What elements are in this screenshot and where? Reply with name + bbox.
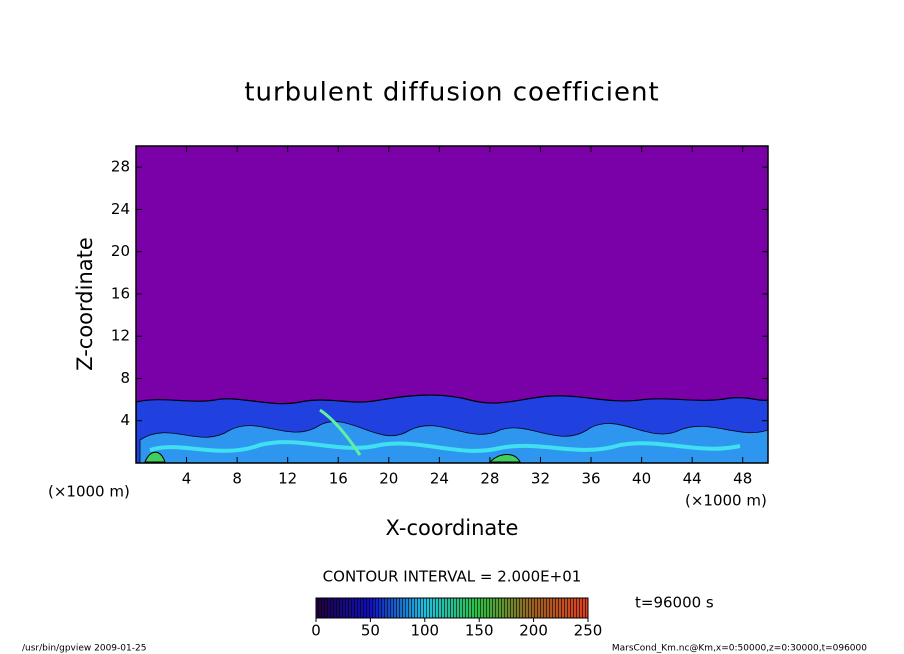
x-tick-label: 4: [182, 470, 192, 488]
x-tick-label: 24: [430, 470, 449, 488]
eddy-streak: [319, 408, 362, 456]
colorbar-tick-label: 250: [574, 622, 603, 640]
colorbar-tick-label: 150: [465, 622, 494, 640]
y-tick-label: 24: [111, 200, 130, 218]
eddy-streak: [149, 440, 741, 453]
y-tick-label: 20: [111, 242, 130, 260]
footer-right: MarsCond_Km.nc@Km,x=0:50000,z=0:30000,t=…: [612, 644, 867, 654]
x-tick-label: 48: [733, 470, 752, 488]
y-unit: (×1000 m): [48, 483, 130, 501]
chart-title: turbulent diffusion coefficient: [244, 78, 659, 108]
x-axis-label: X-coordinate: [386, 516, 519, 540]
colorbar-tick-label: 0: [311, 622, 321, 640]
x-tick-label: 40: [632, 470, 651, 488]
x-tick-label: 12: [278, 470, 297, 488]
x-tick-label: 32: [531, 470, 550, 488]
x-tick-label: 16: [329, 470, 348, 488]
y-tick-label: 16: [111, 284, 130, 302]
x-tick-label: 8: [232, 470, 242, 488]
y-axis-label: Z-coordinate: [73, 237, 97, 371]
colorbar-tick-label: 200: [519, 622, 548, 640]
x-tick-label: 20: [379, 470, 398, 488]
x-tick-label: 44: [683, 470, 702, 488]
eddy-blob: [144, 451, 521, 463]
x-tick-label: 28: [480, 470, 499, 488]
turbulent-core: [139, 421, 768, 463]
colorbar-tick-label: 50: [361, 622, 380, 640]
contour-interval: CONTOUR INTERVAL = 2.000E+01: [323, 568, 582, 586]
colorbar-stripes: [316, 598, 588, 618]
colorbar-tick-label: 100: [410, 622, 439, 640]
x-unit: (×1000 m): [685, 492, 767, 510]
y-tick-label: 12: [111, 327, 130, 345]
footer-left: /usr/bin/gpview 2009-01-25: [22, 644, 146, 654]
y-tick-label: 28: [111, 158, 130, 176]
time-label: t=96000 s: [635, 594, 714, 612]
y-tick-label: 8: [120, 369, 130, 387]
y-tick-label: 4: [120, 411, 130, 429]
plot-frame: [135, 145, 769, 464]
field: [136, 146, 768, 463]
x-tick-label: 36: [581, 470, 600, 488]
